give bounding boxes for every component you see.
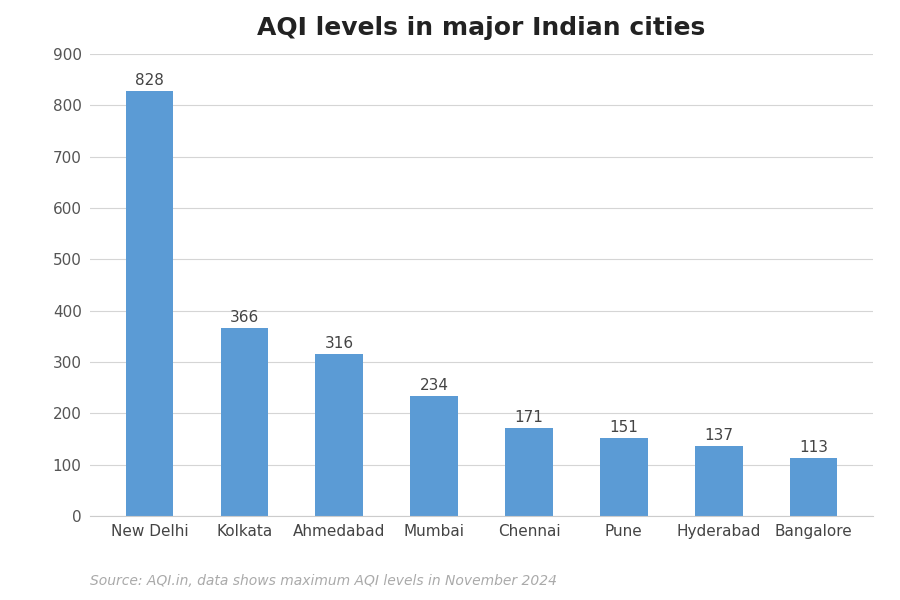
Bar — [220, 328, 268, 516]
Text: 137: 137 — [705, 428, 734, 443]
Text: 828: 828 — [135, 73, 164, 88]
Bar — [600, 439, 648, 516]
Text: 113: 113 — [799, 440, 828, 455]
Bar — [410, 396, 458, 516]
Bar — [505, 428, 553, 516]
Text: 171: 171 — [515, 410, 544, 425]
Text: 151: 151 — [609, 421, 638, 436]
Text: 366: 366 — [230, 310, 259, 325]
Bar — [126, 91, 173, 516]
Text: 234: 234 — [419, 378, 448, 393]
Bar — [790, 458, 837, 516]
Text: 316: 316 — [325, 336, 354, 351]
Bar — [315, 354, 363, 516]
Bar — [695, 446, 742, 516]
Title: AQI levels in major Indian cities: AQI levels in major Indian cities — [257, 16, 706, 40]
Text: Source: AQI.in, data shows maximum AQI levels in November 2024: Source: AQI.in, data shows maximum AQI l… — [90, 574, 557, 588]
